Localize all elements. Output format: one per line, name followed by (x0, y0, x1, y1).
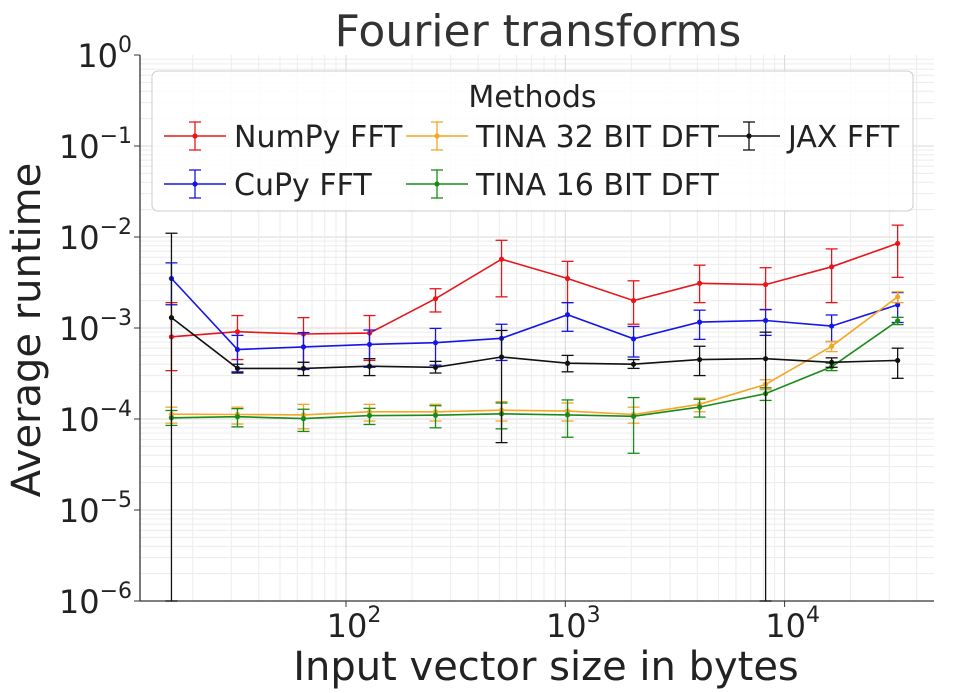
legend-label: NumPy FFT (234, 120, 403, 155)
legend-item: TINA 32 BIT DFT (406, 120, 720, 155)
data-point (234, 365, 241, 371)
x-tick-label: 104 (765, 603, 820, 645)
legend-swatch-marker (192, 181, 198, 187)
series-line (171, 320, 899, 420)
data-point (829, 343, 835, 349)
y-tick-label: 10−6 (59, 579, 132, 621)
legend-item: NumPy FFT (164, 120, 403, 155)
series-numpy-fft (165, 224, 904, 372)
series-line (171, 296, 899, 416)
legend-swatch-marker (434, 133, 440, 139)
data-point (234, 329, 241, 335)
data-point (630, 298, 637, 304)
legend-label: TINA 16 BIT DFT (475, 168, 720, 203)
ticks: 10−6 10−5 10−4 10−3 10−2 10−1 100 102 103 104 (59, 33, 820, 645)
data-point (366, 341, 373, 348)
legend-item: JAX FFT (718, 120, 900, 155)
series-cupy-fft (165, 262, 904, 373)
legend-swatch-marker (746, 133, 752, 139)
y-tick-label: 10−3 (59, 306, 132, 348)
data-point (168, 315, 175, 321)
data-point (300, 416, 307, 422)
data-point (895, 357, 901, 364)
data-point (366, 363, 373, 369)
data-point (366, 412, 373, 419)
data-point (696, 280, 703, 286)
series-line (171, 242, 898, 338)
data-point (829, 359, 835, 365)
legend-item: CuPy FFT (164, 168, 372, 203)
data-point (630, 413, 637, 419)
data-point (498, 256, 505, 262)
data-point (829, 323, 835, 329)
y-tick-label: 10−4 (59, 397, 132, 439)
legend-swatch-marker (434, 181, 440, 187)
data-point (895, 302, 901, 308)
series-line (170, 277, 898, 351)
legend-label: CuPy FFT (234, 168, 372, 203)
legend-item: TINA 16 BIT DFT (406, 168, 720, 203)
data-point (564, 312, 571, 318)
data-point (432, 340, 439, 346)
data-point (498, 354, 505, 360)
y-tick-label: 100 (77, 33, 132, 75)
data-point (696, 404, 703, 410)
series-line (171, 316, 898, 370)
data-point (763, 281, 769, 288)
data-point (829, 264, 835, 270)
data-point (564, 412, 571, 418)
data-point (696, 319, 703, 325)
x-tick-label: 102 (327, 603, 382, 645)
legend-label: TINA 32 BIT DFT (475, 120, 720, 155)
legend-title: Methods (468, 80, 596, 115)
data-point (696, 356, 703, 363)
y-tick-label: 10−5 (59, 488, 132, 530)
x-axis-label: Input vector size in bytes (293, 644, 799, 690)
y-tick-label: 10−2 (59, 215, 132, 257)
data-point (630, 336, 637, 342)
data-point (432, 412, 439, 418)
data-point (564, 360, 571, 366)
data-point (564, 275, 571, 282)
data-point (895, 294, 901, 300)
legend: Methods NumPy FFT CuPy FFT TINA 32 BIT DFT T… (151, 70, 914, 212)
y-tick-label: 10−1 (59, 124, 132, 166)
data-point (300, 365, 307, 371)
legend-label: JAX FFT (786, 120, 900, 155)
data-point (300, 344, 307, 350)
data-point (432, 364, 439, 370)
data-point (895, 318, 901, 324)
x-tick-label: 103 (546, 603, 601, 645)
data-point (895, 240, 901, 247)
y-axis-label: Average runtime (4, 163, 50, 498)
data-point (630, 361, 637, 367)
chart-title: Fourier transforms (335, 6, 742, 57)
legend-box (151, 70, 914, 212)
data-point (234, 414, 241, 420)
data-point (763, 317, 769, 324)
series-jax-fft (165, 232, 904, 602)
data-point (432, 296, 439, 302)
plot-area (165, 224, 904, 602)
data-point (763, 356, 769, 362)
data-point (234, 346, 241, 353)
legend-swatch-marker (192, 133, 198, 139)
